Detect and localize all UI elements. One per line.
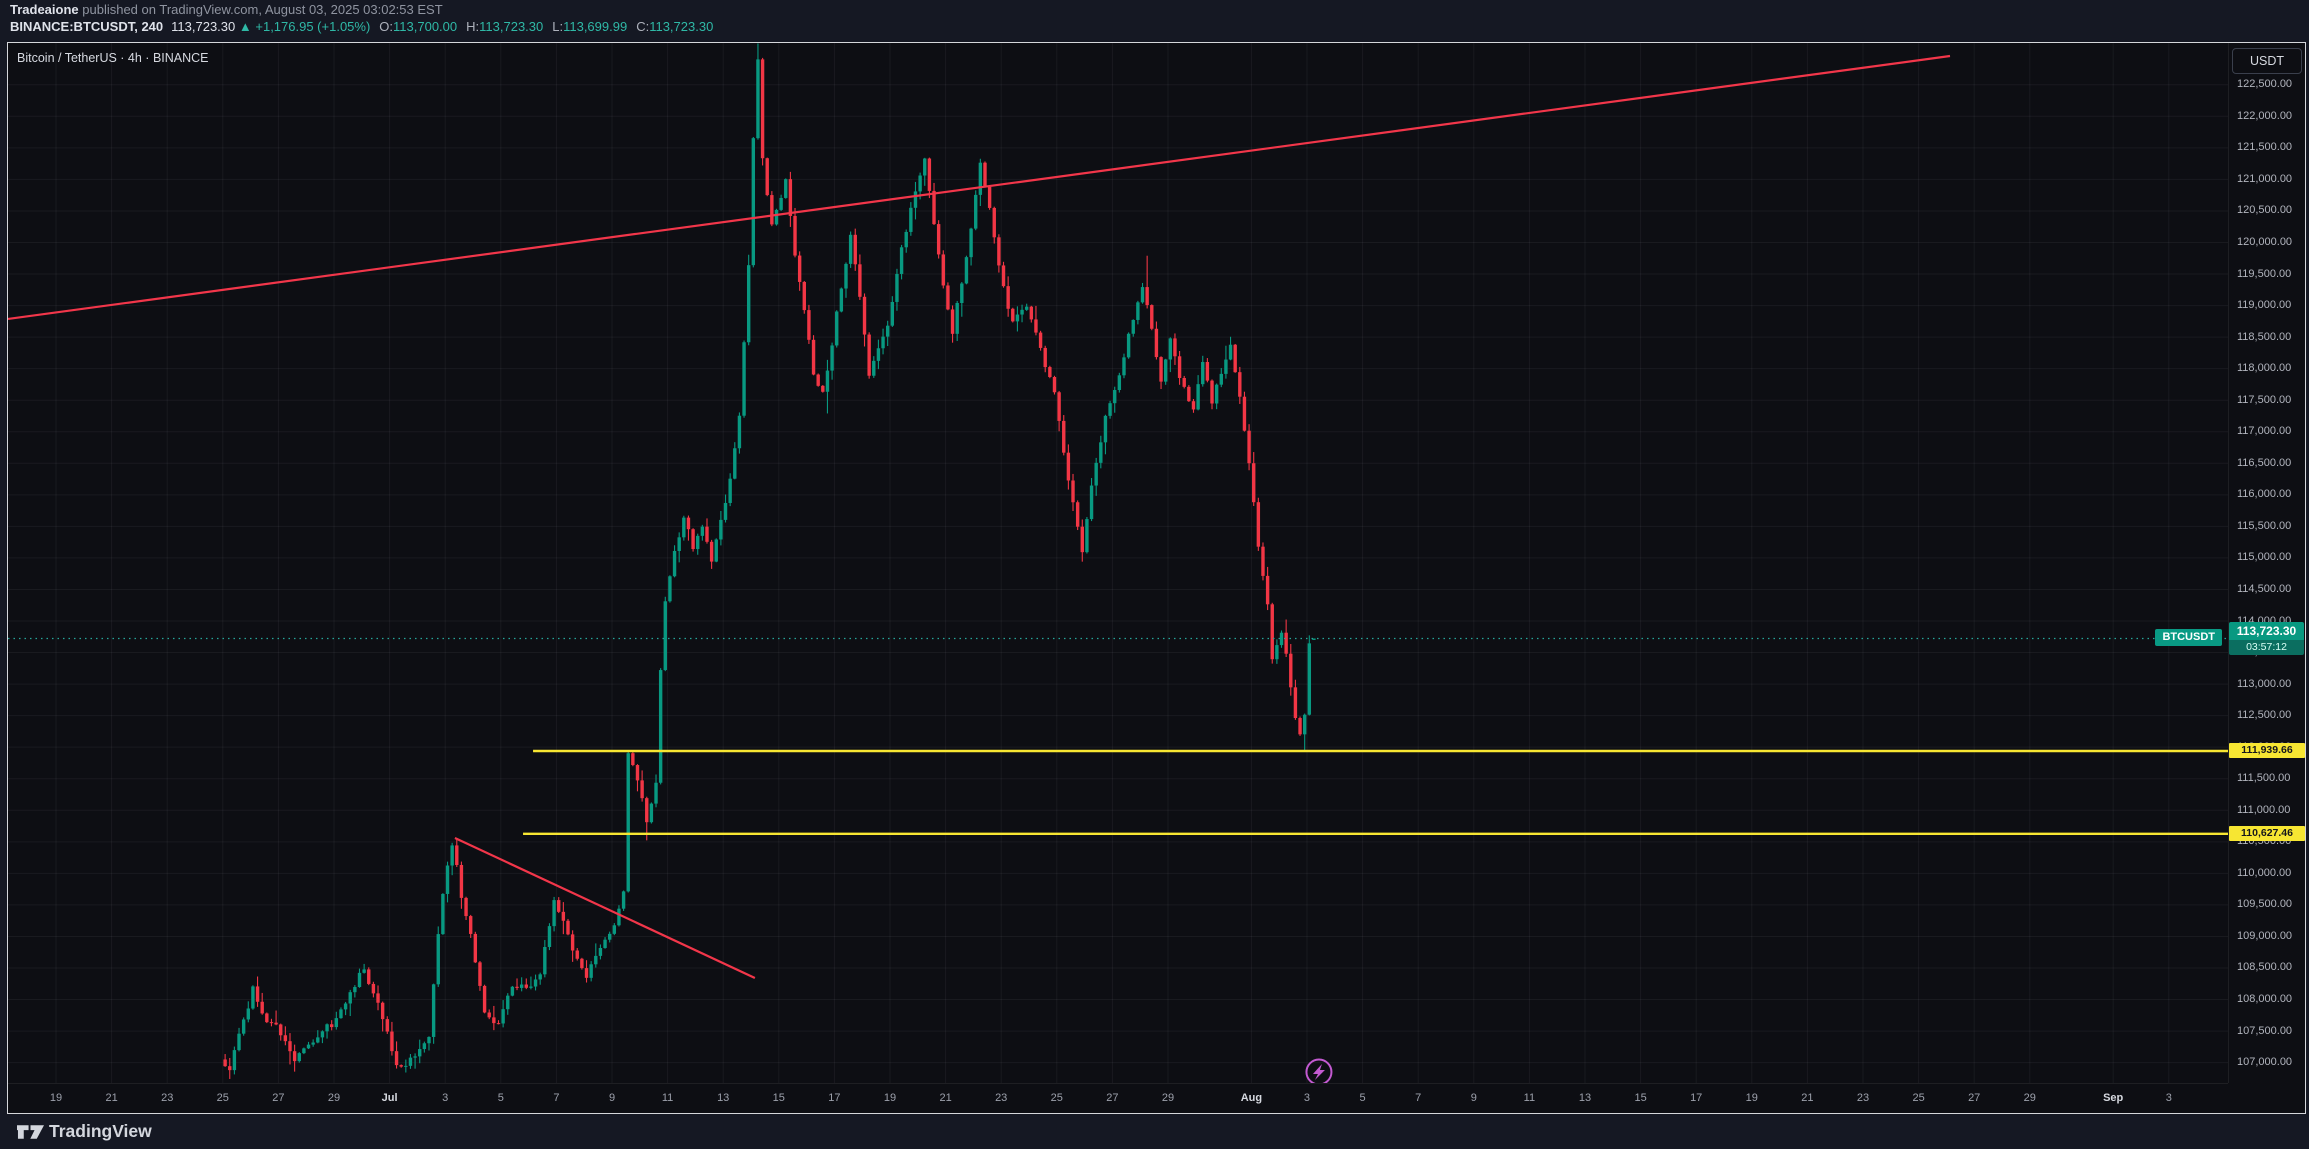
price-tick-label: 116,500.00 (2237, 456, 2292, 469)
tradingview-wordmark[interactable]: TradingView (49, 1121, 152, 1141)
tradingview-logo-icon[interactable] (17, 1120, 44, 1144)
last-price: 113,723.30 (171, 19, 236, 34)
time-tick-label: 23 (1856, 1092, 1870, 1104)
price-tick-label: 112,500.00 (2237, 709, 2292, 722)
bar-countdown: 03:57:12 (2229, 640, 2304, 656)
footer-bar: TradingView (0, 1114, 2309, 1149)
time-tick-label: 29 (327, 1092, 341, 1104)
ohlc-high: H:113,723.30 (466, 19, 544, 34)
price-tick-label: 119,500.00 (2237, 267, 2292, 280)
time-tick-label: 7 (1415, 1092, 1422, 1104)
time-tick-month-label: Jul (381, 1092, 398, 1104)
price-tick-label: 121,000.00 (2237, 172, 2293, 185)
time-tick-label: 25 (1050, 1092, 1063, 1104)
price-tick-label: 113,000.00 (2237, 677, 2292, 690)
price-tick-label: 111,500.00 (2237, 772, 2291, 785)
price-tick-label: 109,000.00 (2237, 929, 2293, 942)
lightning-event-icon (1305, 1058, 1333, 1083)
up-arrow-icon: ▲ (238, 19, 252, 34)
price-tick-label: 114,500.00 (2237, 582, 2292, 595)
time-tick-label: 3 (1303, 1092, 1311, 1104)
price-tick-label: 118,000.00 (2237, 362, 2292, 375)
snapshot-header: Tradeaione published on TradingView.com,… (0, 0, 2309, 42)
time-tick-label: 27 (1968, 1092, 1981, 1104)
price-scale[interactable]: USDT 113,723.30 03:57:12 122,500.00 122,0… (2228, 43, 2305, 1083)
time-tick-month-label: Aug (1240, 1092, 1263, 1104)
time-tick-label: 27 (272, 1092, 285, 1104)
price-change: ▲ +1,176.95 (+1.05%) (238, 19, 371, 34)
time-scale[interactable]: 19 21 23 25 27 29 Jul 3 5 7 9 11 13 15 17 19 21 23 25 27 29 A… (8, 1083, 2228, 1113)
ohlc-close: C:113,723.30 (636, 19, 714, 34)
time-tick-label: 13 (1578, 1092, 1592, 1104)
price-tick-label: 117,500.00 (2237, 393, 2292, 406)
price-tick-label: 118,500.00 (2237, 330, 2292, 343)
ohlc-open: O:113,700.00 (379, 19, 458, 34)
time-tick-label: 19 (1745, 1092, 1758, 1104)
time-tick-label: 21 (939, 1092, 952, 1104)
price-line-symbol-tag: BTCUSDT (2155, 629, 2222, 647)
time-tick-label: 3 (442, 1092, 449, 1104)
byline: Tradeaione published on TradingView.com,… (10, 2, 443, 17)
time-tick-label: 11 (661, 1092, 674, 1104)
time-tick-label: 3 (2165, 1092, 2172, 1104)
candlestick-chart (8, 43, 2228, 1083)
price-tick-label: 116,000.00 (2237, 488, 2292, 501)
price-tick-label: 108,500.00 (2237, 961, 2293, 974)
price-tick-label: 115,000.00 (2237, 551, 2292, 564)
scales-corner (2228, 1083, 2305, 1113)
price-tick-label: 115,500.00 (2237, 519, 2292, 532)
chart-title: Bitcoin / TetherUS · 4h · BINANCE (17, 51, 209, 65)
time-tick-label: 7 (553, 1092, 560, 1104)
currency-toggle-button[interactable]: USDT (2232, 48, 2302, 74)
price-tick-label: 109,500.00 (2237, 898, 2293, 911)
time-tick-label: 15 (772, 1092, 785, 1104)
price-chart-pane[interactable]: Bitcoin / TetherUS · 4h · BINANCE BTCUSD… (8, 43, 2228, 1083)
price-tick-label: 120,500.00 (2237, 204, 2293, 217)
current-price-badge: 113,723.30 03:57:12 (2229, 622, 2304, 656)
price-tick-label: 111,000.00 (2237, 803, 2291, 816)
time-tick-label: 29 (2023, 1092, 2036, 1104)
price-tick-label: 117,000.00 (2237, 425, 2292, 438)
time-tick-label: 21 (1801, 1092, 1814, 1104)
symbol-interval: BINANCE:BTCUSDT, 240 (10, 19, 164, 34)
time-tick-label: 25 (216, 1092, 229, 1104)
time-tick-label: 23 (161, 1092, 174, 1104)
time-tick-label: 17 (828, 1092, 841, 1104)
price-tick-label: 108,000.00 (2237, 993, 2293, 1006)
time-tick-label: 11 (1523, 1092, 1536, 1104)
time-tick-label: 19 (49, 1092, 63, 1104)
price-tick-label: 121,500.00 (2237, 141, 2293, 154)
level-price-badge: 110,627.46 (2229, 826, 2305, 842)
time-tick-label: 23 (995, 1092, 1008, 1104)
time-tick-label: 19 (883, 1092, 897, 1104)
time-tick-label: 17 (1690, 1092, 1703, 1104)
time-tick-month-label: Sep (2103, 1092, 2124, 1104)
price-tick-label: 122,000.00 (2237, 109, 2293, 122)
price-tick-label: 107,000.00 (2237, 1056, 2293, 1069)
author-name: Tradeaione (10, 2, 79, 17)
price-tick-label: 122,500.00 (2237, 78, 2293, 91)
price-tick-label: 120,000.00 (2237, 235, 2293, 248)
time-tick-label: 9 (1470, 1092, 1477, 1104)
time-tick-label: 21 (105, 1092, 118, 1104)
time-tick-label: 29 (1161, 1092, 1175, 1104)
time-tick-label: 5 (1359, 1092, 1366, 1104)
symbol-status-line: BINANCE:BTCUSDT, 240 113,723.30 ▲ +1,176.… (10, 19, 713, 34)
ohlc-low: L:113,699.99 (552, 19, 628, 34)
time-tick-label: 5 (497, 1092, 504, 1104)
level-price-badge: 111,939.66 (2229, 743, 2305, 759)
current-price-value: 113,723.30 (2229, 622, 2304, 641)
price-tick-label: 110,000.00 (2237, 866, 2292, 879)
time-tick-label: 15 (1634, 1092, 1647, 1104)
time-tick-label: 27 (1106, 1092, 1119, 1104)
price-tick-label: 119,000.00 (2237, 299, 2292, 312)
byline-text: published on TradingView.com, August 03,… (78, 2, 443, 17)
time-tick-label: 13 (717, 1092, 730, 1104)
time-tick-label: 25 (1912, 1092, 1925, 1104)
time-tick-label: 9 (608, 1092, 616, 1104)
chart-widget: Bitcoin / TetherUS · 4h · BINANCE BTCUSD… (7, 42, 2306, 1114)
price-tick-label: 107,500.00 (2237, 1024, 2293, 1037)
